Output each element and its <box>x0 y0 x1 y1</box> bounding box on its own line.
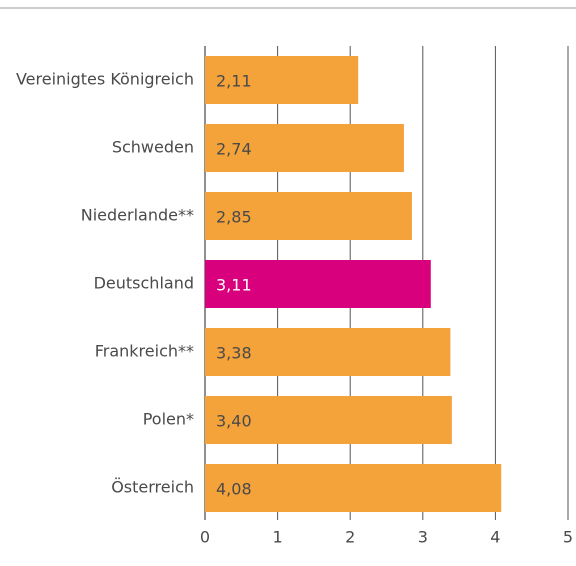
y-tick-label: Niederlande** <box>81 206 194 225</box>
value-label: 3,11 <box>216 276 252 295</box>
x-tick-label: 2 <box>345 528 355 547</box>
bar <box>205 192 412 240</box>
y-tick-label: Frankreich** <box>95 342 194 361</box>
bar <box>205 260 431 308</box>
bar <box>205 396 452 444</box>
y-tick-label: Polen* <box>143 410 194 429</box>
value-label: 2,85 <box>216 208 252 227</box>
bar <box>205 124 404 172</box>
bar <box>205 56 359 104</box>
value-label: 2,11 <box>216 72 252 91</box>
bar <box>205 464 502 512</box>
y-tick-label: Deutschland <box>94 274 194 293</box>
bar <box>205 328 451 376</box>
y-tick-label: Schweden <box>112 138 194 157</box>
x-tick-label: 3 <box>418 528 428 547</box>
y-tick-label: Österreich <box>111 478 194 497</box>
value-label: 3,40 <box>216 412 252 431</box>
x-tick-label: 5 <box>563 528 573 547</box>
value-label: 4,08 <box>216 480 252 499</box>
y-tick-label: Vereinigtes Königreich <box>16 70 194 89</box>
x-tick-label: 4 <box>490 528 500 547</box>
x-tick-label: 0 <box>200 528 210 547</box>
value-label: 2,74 <box>216 140 252 159</box>
x-tick-label: 1 <box>273 528 283 547</box>
value-label: 3,38 <box>216 344 252 363</box>
